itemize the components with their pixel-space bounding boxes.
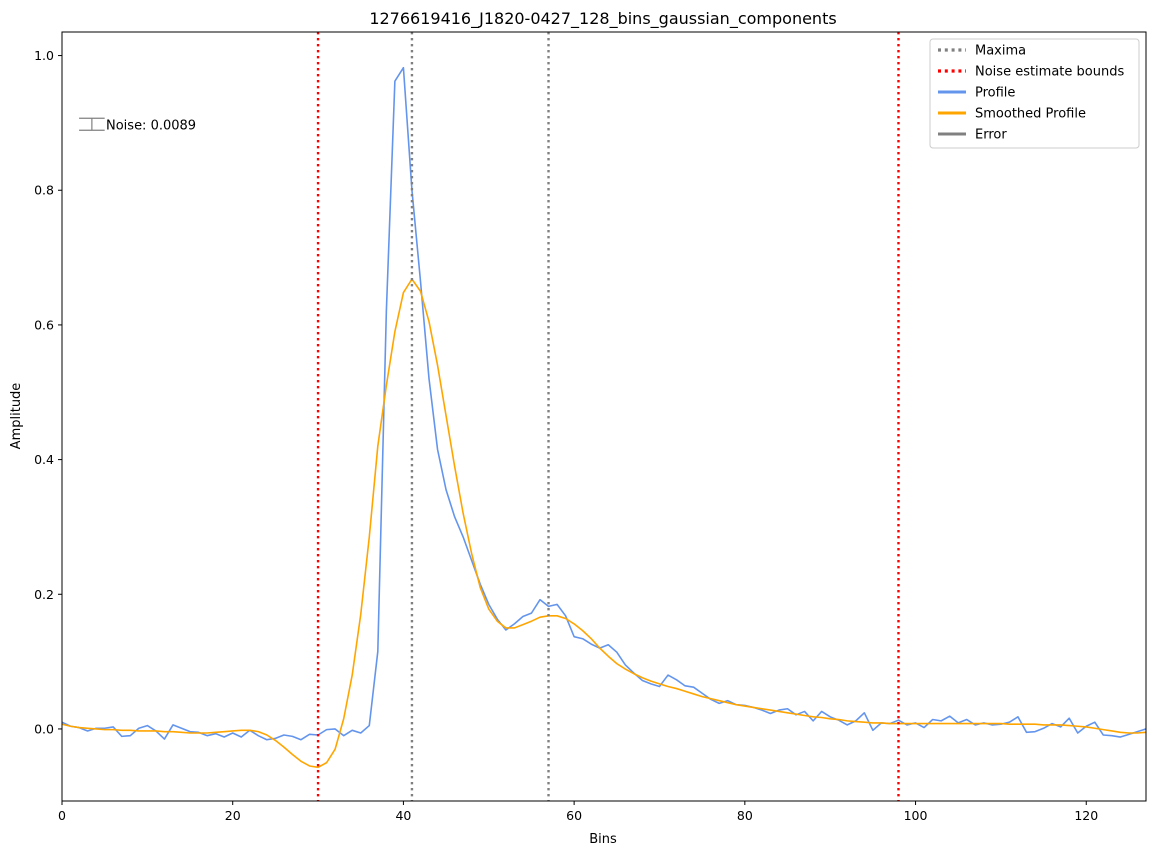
y-axis-label: Amplitude xyxy=(9,383,24,450)
y-tick-label: 1.0 xyxy=(34,48,54,63)
noise-annotation-text: Noise: 0.0089 xyxy=(106,118,196,133)
legend-frame xyxy=(929,38,1140,149)
chart-title: 1276619416_J1820-0427_128_bins_gaussian_… xyxy=(369,9,836,29)
profile-line xyxy=(62,66,1146,741)
x-tick-label: 60 xyxy=(566,808,582,823)
y-tick-label: 0.2 xyxy=(34,587,54,602)
x-tick-label: 0 xyxy=(58,808,66,823)
legend-label-2: Noise estimate bounds xyxy=(975,65,1124,80)
y-tick-label: 0.0 xyxy=(34,721,54,736)
x-tick-label: 120 xyxy=(1074,808,1098,823)
legend-label-3: Profile xyxy=(975,86,1015,101)
y-tick-label: 0.8 xyxy=(34,183,54,198)
x-axis-label: Bins xyxy=(589,832,617,847)
legend: Maxima Noise estimate bounds Profile Smooth… xyxy=(929,38,1140,149)
legend-label-1: Maxima xyxy=(975,44,1026,59)
plot-area xyxy=(62,32,1146,801)
noise-annotation: Noise: 0.0089 xyxy=(79,117,196,133)
legend-label-5: Error xyxy=(975,128,1007,143)
x-tick-label: 20 xyxy=(225,808,241,823)
x-tick-label: 40 xyxy=(395,808,411,823)
x-tick-label: 100 xyxy=(904,808,928,823)
axes: 0 20 40 60 80 100 120 0.0 0.2 0.4 0.6 0.8 1.0 xyxy=(34,48,1098,823)
plot-frame xyxy=(61,31,1147,802)
smoothed-profile-line xyxy=(62,278,1146,769)
legend-label-4: Smoothed Profile xyxy=(975,107,1086,122)
y-tick-label: 0.6 xyxy=(34,317,54,332)
y-tick-label: 0.4 xyxy=(34,452,54,467)
x-tick-label: 80 xyxy=(737,808,753,823)
